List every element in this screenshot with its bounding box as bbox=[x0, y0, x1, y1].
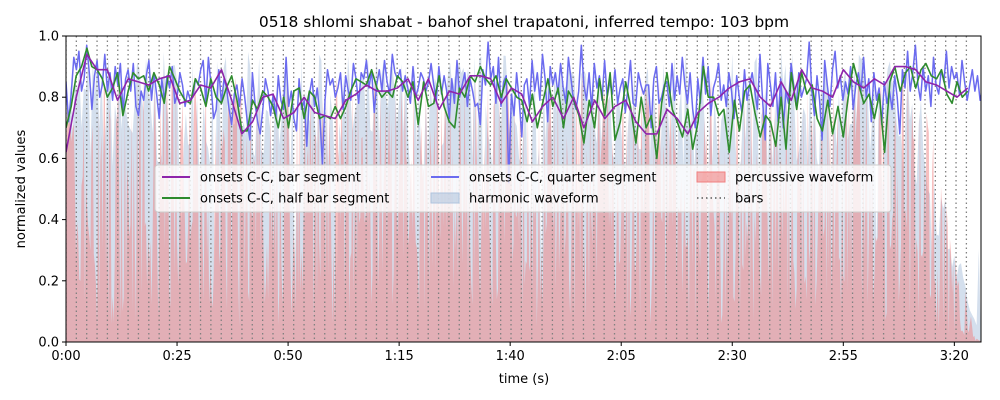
bar-segment-line bbox=[66, 53, 969, 153]
y-axis-label: normalized values bbox=[14, 129, 29, 248]
legend-label: onsets C-C, bar segment bbox=[200, 171, 361, 186]
legend-item: bars bbox=[697, 192, 764, 207]
half-bar-segment-line bbox=[66, 47, 969, 160]
legend-label: harmonic waveform bbox=[469, 192, 599, 207]
legend-item: onsets C-C, quarter segment bbox=[431, 171, 656, 186]
x-tick-label: 1:15 bbox=[385, 349, 414, 364]
x-tick-label: 2:30 bbox=[718, 349, 747, 364]
legend-label: onsets C-C, quarter segment bbox=[469, 171, 656, 186]
y-tick-label: 0.8 bbox=[38, 91, 59, 106]
x-axis-label: time (s) bbox=[499, 372, 549, 387]
x-tick-label: 0:25 bbox=[162, 349, 191, 364]
legend-label: percussive waveform bbox=[735, 171, 873, 186]
legend-item: harmonic waveform bbox=[430, 192, 599, 207]
y-tick-label: 1.0 bbox=[38, 30, 59, 45]
x-tick-label: 0:00 bbox=[51, 349, 80, 364]
legend-label: onsets C-C, half bar segment bbox=[200, 192, 389, 207]
y-tick-label: 0.4 bbox=[38, 213, 59, 228]
y-tick-label: 0.2 bbox=[38, 274, 59, 289]
y-tick-label: 0.0 bbox=[38, 336, 59, 351]
quarter-segment-line bbox=[66, 41, 981, 184]
legend: onsets C-C, bar segment onsets C-C, half … bbox=[154, 164, 892, 213]
plot-frame bbox=[65, 35, 982, 343]
y-tick-label: 0.6 bbox=[38, 152, 59, 167]
legend-item: onsets C-C, bar segment bbox=[162, 171, 361, 186]
legend-patch-swatch bbox=[696, 171, 726, 183]
legend-item: percussive waveform bbox=[696, 171, 873, 186]
x-tick-label: 3:20 bbox=[940, 349, 969, 364]
x-tick-label: 0:50 bbox=[273, 349, 302, 364]
legend-label: bars bbox=[735, 192, 764, 207]
legend-item: onsets C-C, half bar segment bbox=[162, 192, 389, 207]
legend-patch-swatch bbox=[430, 192, 460, 204]
axes: 0:00 0:25 0:50 1:15 1:40 2:05 2:30 2:55 3:20 0.0 0… bbox=[38, 30, 982, 364]
chart-title: 0518 shlomi shabat - bahof shel trapaton… bbox=[259, 13, 789, 31]
x-tick-label: 2:55 bbox=[829, 349, 858, 364]
x-tick-label: 1:40 bbox=[496, 349, 525, 364]
x-tick-label: 2:05 bbox=[607, 349, 636, 364]
